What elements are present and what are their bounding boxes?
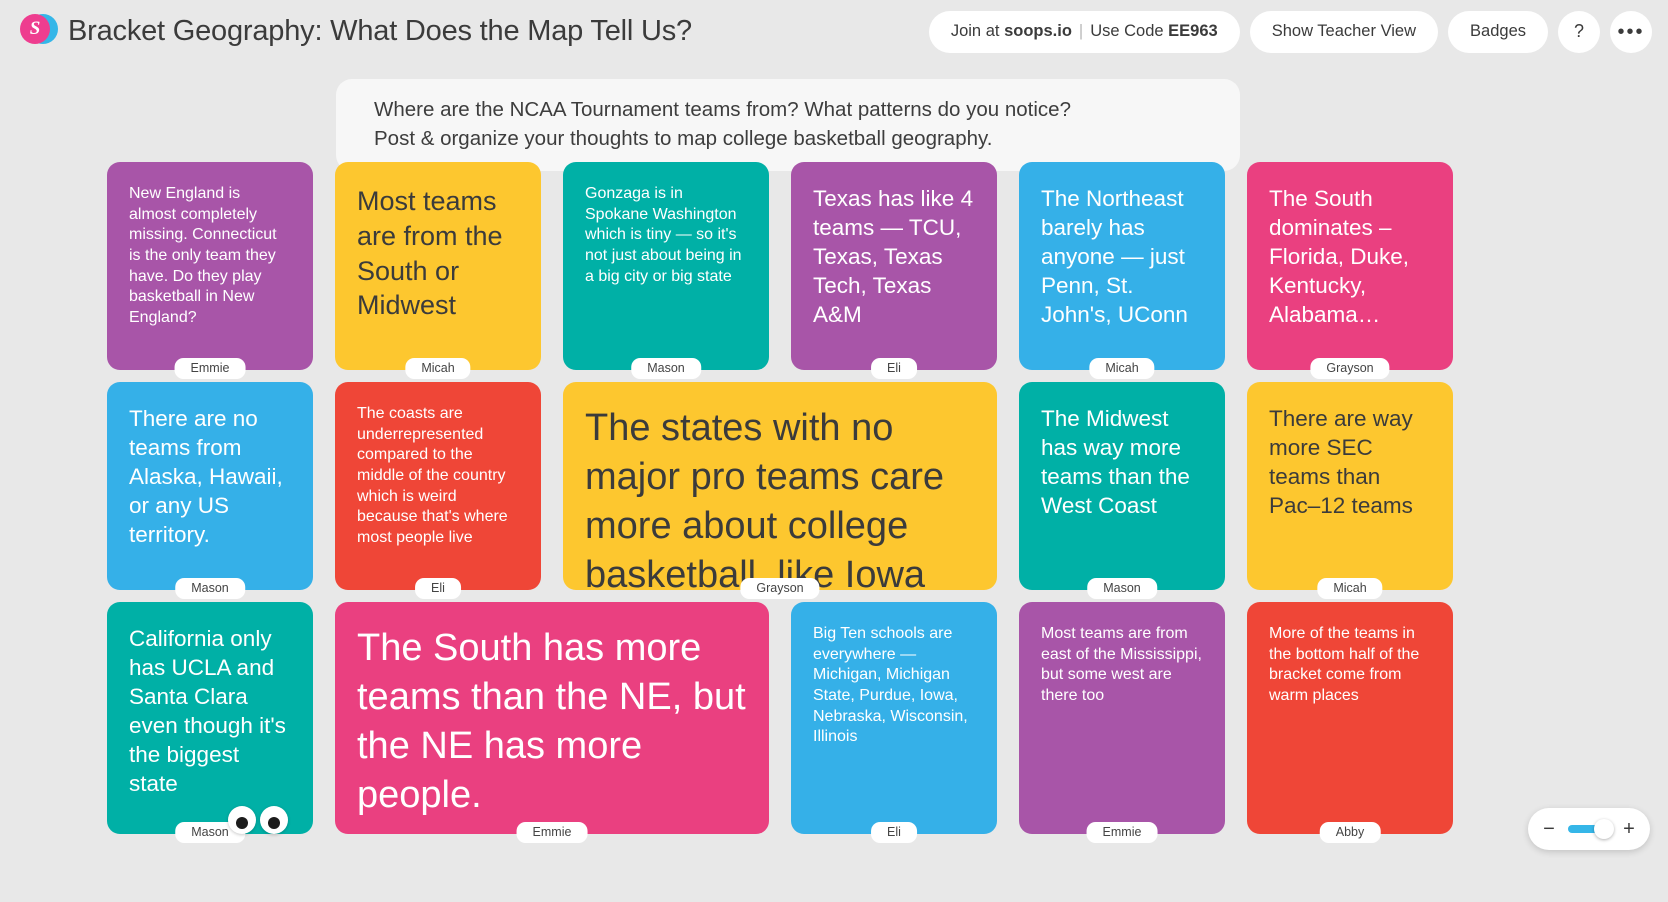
note-author-badge: Mason [1087,578,1157,599]
app-logo: S [18,12,58,52]
note-item[interactable]: The South has more teams than the NE, bu… [335,602,769,834]
note-text: The South dominates – Florida, Duke, Ken… [1269,184,1431,329]
sticky-note[interactable]: Big Ten schools are everywhere — Michiga… [791,602,997,834]
note-item[interactable]: California only has UCLA and Santa Clara… [107,602,313,834]
collaborator-cursor-eyes [228,806,288,834]
sticky-note[interactable]: Most teams are from east of the Mississi… [1019,602,1225,834]
note-author-badge: Emmie [517,822,588,843]
code-prefix-label: Use Code [1090,22,1163,41]
note-row-2: There are no teams from Alaska, Hawaii, … [0,382,1668,590]
note-item[interactable]: There are no teams from Alaska, Hawaii, … [107,382,313,590]
zoom-out-button[interactable]: − [1534,814,1564,844]
note-author-badge: Micah [1089,358,1154,379]
note-item[interactable]: Texas has like 4 teams — TCU, Texas, Tex… [791,162,997,370]
note-item[interactable]: There are way more SEC teams than Pac–12… [1247,382,1453,590]
logo-letter: S [20,14,50,44]
note-author-badge: Mason [175,578,245,599]
note-item[interactable]: Most teams are from the South or Midwest… [335,162,541,370]
sticky-note[interactable]: The South has more teams than the NE, bu… [335,602,769,834]
note-item[interactable]: The South dominates – Florida, Duke, Ken… [1247,162,1453,370]
sticky-note[interactable]: Most teams are from the South or Midwest [335,162,541,370]
note-item[interactable]: New England is almost completely missing… [107,162,313,370]
more-options-icon[interactable]: ••• [1610,11,1652,53]
note-row-1: New England is almost completely missing… [0,162,1668,370]
note-text: The states with no major pro teams care … [585,404,975,590]
header-actions: Join at soops.io | Use Code EE963 Show Tea… [929,11,1652,53]
note-item[interactable]: The states with no major pro teams care … [563,382,997,590]
badges-button[interactable]: Badges [1448,11,1548,53]
show-teacher-view-button[interactable]: Show Teacher View [1250,11,1438,53]
app-header: S Bracket Geography: What Does the Map T… [0,0,1668,63]
zoom-control[interactable]: − + [1528,808,1650,850]
sticky-note[interactable]: The states with no major pro teams care … [563,382,997,590]
zoom-slider[interactable] [1568,825,1610,833]
note-text: The coasts are underrepresented compared… [357,404,519,548]
join-site-label: soops.io [1004,22,1072,41]
note-item[interactable]: Big Ten schools are everywhere — Michiga… [791,602,997,834]
prompt-banner: Where are the NCAA Tournament teams from… [336,79,1240,171]
note-text: There are way more SEC teams than Pac–12… [1269,404,1431,520]
help-icon[interactable]: ? [1558,11,1600,53]
note-author-badge: Eli [871,358,917,379]
sticky-note[interactable]: Texas has like 4 teams — TCU, Texas, Tex… [791,162,997,370]
code-value-label: EE963 [1168,22,1218,41]
zoom-in-button[interactable]: + [1614,814,1644,844]
note-text: The Northeast barely has anyone — just P… [1041,184,1203,329]
note-author-badge: Eli [871,822,917,843]
sticky-note[interactable]: Gonzaga is in Spokane Washington which i… [563,162,769,370]
note-text: The South has more teams than the NE, bu… [357,624,747,820]
note-author-badge: Mason [631,358,701,379]
note-row-3: California only has UCLA and Santa Clara… [0,602,1668,834]
note-text: New England is almost completely missing… [129,184,291,328]
note-author-badge: Eli [415,578,461,599]
eye-left-icon [228,806,256,834]
note-text: The Midwest has way more teams than the … [1041,404,1203,520]
note-text: Most teams are from the South or Midwest [357,184,519,323]
note-item[interactable]: Gonzaga is in Spokane Washington which i… [563,162,769,370]
note-author-badge: Emmie [1087,822,1158,843]
note-item[interactable]: The coasts are underrepresented compared… [335,382,541,590]
note-author-badge: Grayson [1310,358,1389,379]
join-prefix-label: Join at [951,22,1000,41]
note-text: Texas has like 4 teams — TCU, Texas, Tex… [813,184,975,329]
sticky-note-board[interactable]: New England is almost completely missing… [0,162,1668,902]
note-item[interactable]: The Midwest has way more teams than the … [1019,382,1225,590]
prompt-line-1: Where are the NCAA Tournament teams from… [374,95,1206,124]
note-author-badge: Micah [405,358,470,379]
note-item[interactable]: More of the teams in the bottom half of … [1247,602,1453,834]
note-author-badge: Abby [1320,822,1381,843]
sticky-note[interactable]: The Midwest has way more teams than the … [1019,382,1225,590]
sticky-note[interactable]: More of the teams in the bottom half of … [1247,602,1453,834]
sticky-note[interactable]: The coasts are underrepresented compared… [335,382,541,590]
note-author-badge: Micah [1317,578,1382,599]
note-text: Most teams are from east of the Mississi… [1041,624,1203,707]
sticky-note[interactable]: There are way more SEC teams than Pac–12… [1247,382,1453,590]
sticky-note[interactable]: The Northeast barely has anyone — just P… [1019,162,1225,370]
join-separator: | [1079,22,1083,41]
note-author-badge: Emmie [175,358,246,379]
zoom-slider-knob[interactable] [1594,819,1614,839]
note-text: Gonzaga is in Spokane Washington which i… [585,184,747,287]
sticky-note[interactable]: New England is almost completely missing… [107,162,313,370]
sticky-note[interactable]: The South dominates – Florida, Duke, Ken… [1247,162,1453,370]
join-code-pill[interactable]: Join at soops.io | Use Code EE963 [929,11,1240,53]
note-text: California only has UCLA and Santa Clara… [129,624,291,798]
note-item[interactable]: The Northeast barely has anyone — just P… [1019,162,1225,370]
eye-right-icon [260,806,288,834]
prompt-line-2: Post & organize your thoughts to map col… [374,124,1206,153]
note-item[interactable]: Most teams are from east of the Mississi… [1019,602,1225,834]
note-text: There are no teams from Alaska, Hawaii, … [129,404,291,549]
sticky-note[interactable]: California only has UCLA and Santa Clara… [107,602,313,834]
note-text: Big Ten schools are everywhere — Michiga… [813,624,975,748]
note-author-badge: Grayson [740,578,819,599]
page-title: Bracket Geography: What Does the Map Tel… [68,15,692,48]
sticky-note[interactable]: There are no teams from Alaska, Hawaii, … [107,382,313,590]
note-text: More of the teams in the bottom half of … [1269,624,1431,707]
